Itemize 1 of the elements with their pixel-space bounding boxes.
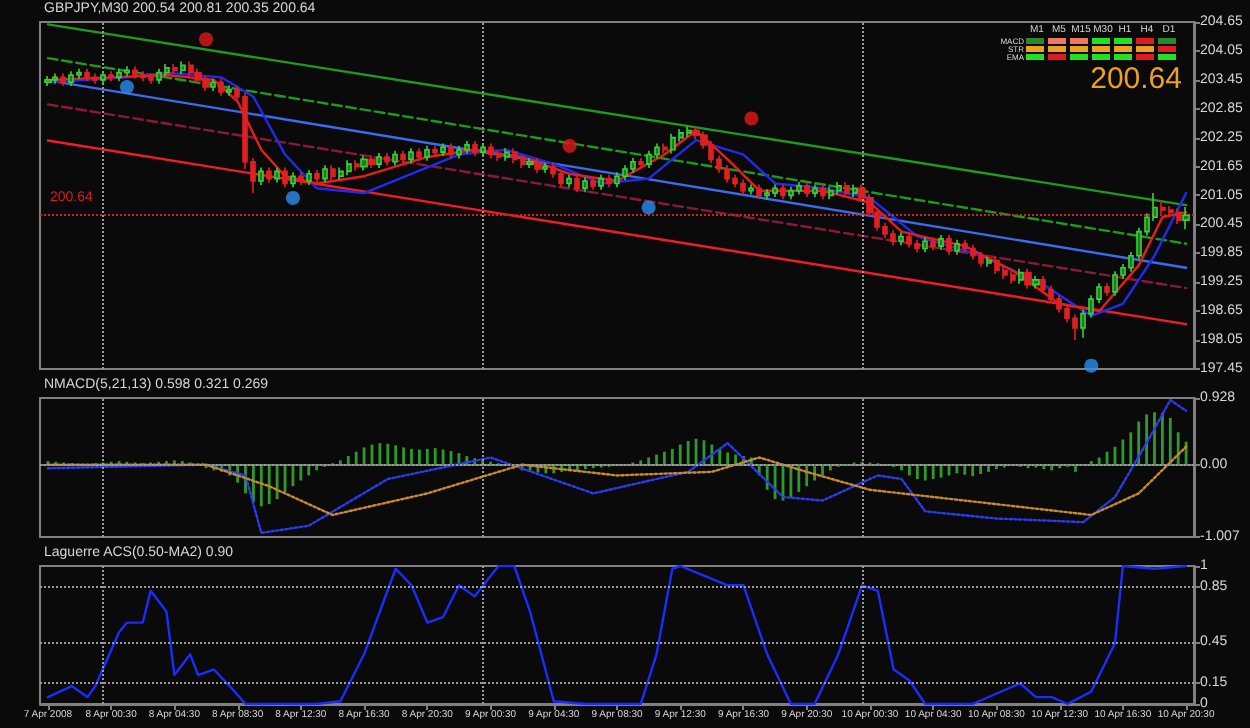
text: 200.64 [1088, 62, 1182, 96]
